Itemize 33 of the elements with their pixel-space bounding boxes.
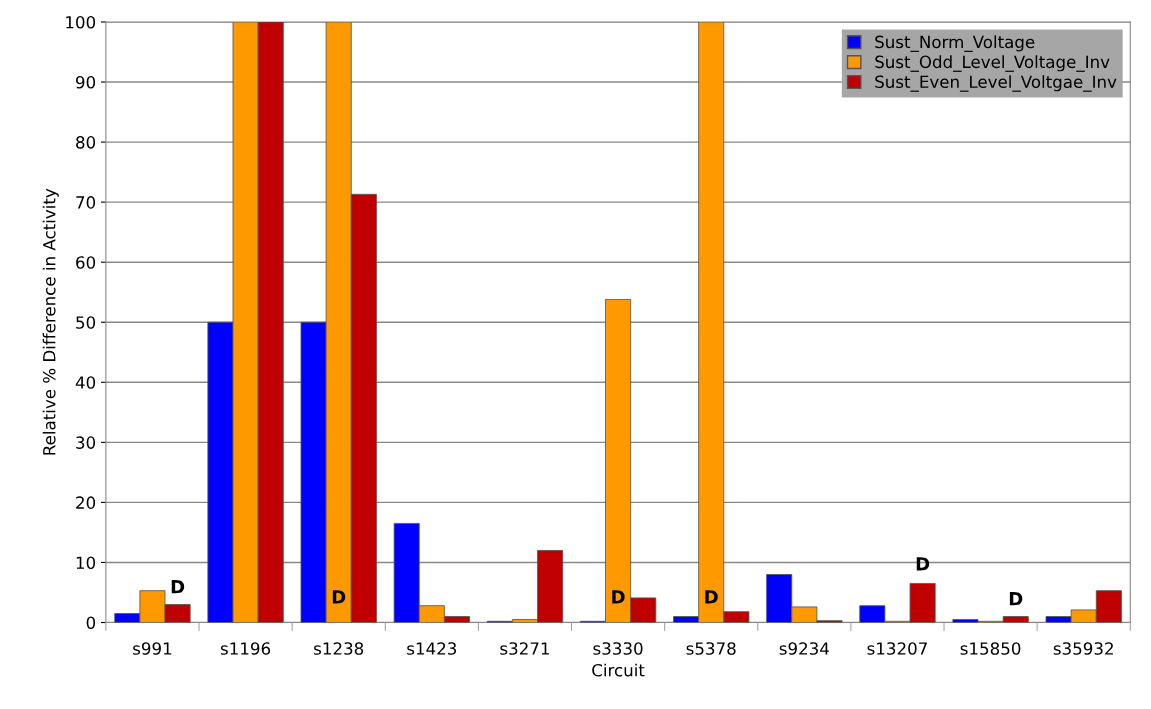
x-tick-label: s35932 bbox=[1053, 642, 1113, 655]
annotation: D bbox=[332, 590, 346, 604]
x-tick-label: s13207 bbox=[867, 642, 927, 655]
annotation: D bbox=[171, 580, 185, 594]
x-tick-label: s1196 bbox=[220, 642, 271, 655]
y-tick-label: 80 bbox=[76, 136, 96, 149]
y-tick-label: 20 bbox=[76, 496, 96, 509]
x-tick-label: s3271 bbox=[500, 642, 549, 655]
y-axis-title: Relative % Difference in Activity bbox=[42, 188, 59, 455]
x-tick-label: s991 bbox=[133, 642, 172, 655]
y-tick-label: 70 bbox=[76, 196, 96, 209]
annotation: D bbox=[612, 590, 625, 604]
x-tick-label: s3330 bbox=[593, 642, 643, 655]
x-tick-label: s9234 bbox=[779, 642, 829, 655]
y-tick-label: 60 bbox=[76, 256, 96, 269]
y-tick-label: 10 bbox=[76, 556, 96, 570]
y-tick-label: 100 bbox=[66, 15, 96, 29]
x-tick-label: s1423 bbox=[407, 642, 457, 655]
x-axis-title: Circuit bbox=[592, 663, 645, 677]
y-tick-label: 30 bbox=[76, 436, 96, 449]
x-tick-label: s15850 bbox=[960, 642, 1021, 655]
legend-label: Sust_Odd_Level_Voltage_Inv bbox=[875, 55, 1110, 72]
annotation: D bbox=[705, 590, 718, 604]
annotation: D bbox=[916, 557, 930, 571]
x-tick-label: s5378 bbox=[686, 642, 736, 655]
y-tick-label: 0 bbox=[86, 616, 96, 630]
x-tick-label: s1238 bbox=[314, 642, 364, 655]
y-tick-label: 50 bbox=[76, 316, 96, 329]
y-tick-label: 90 bbox=[76, 75, 96, 89]
y-tick-label: 40 bbox=[75, 376, 96, 389]
legend-label: Sust_Even_Level_Voltgae_Inv bbox=[875, 75, 1117, 92]
legend-label: Sust_Norm_Voltage bbox=[875, 35, 1035, 52]
annotation: D bbox=[1009, 592, 1023, 606]
